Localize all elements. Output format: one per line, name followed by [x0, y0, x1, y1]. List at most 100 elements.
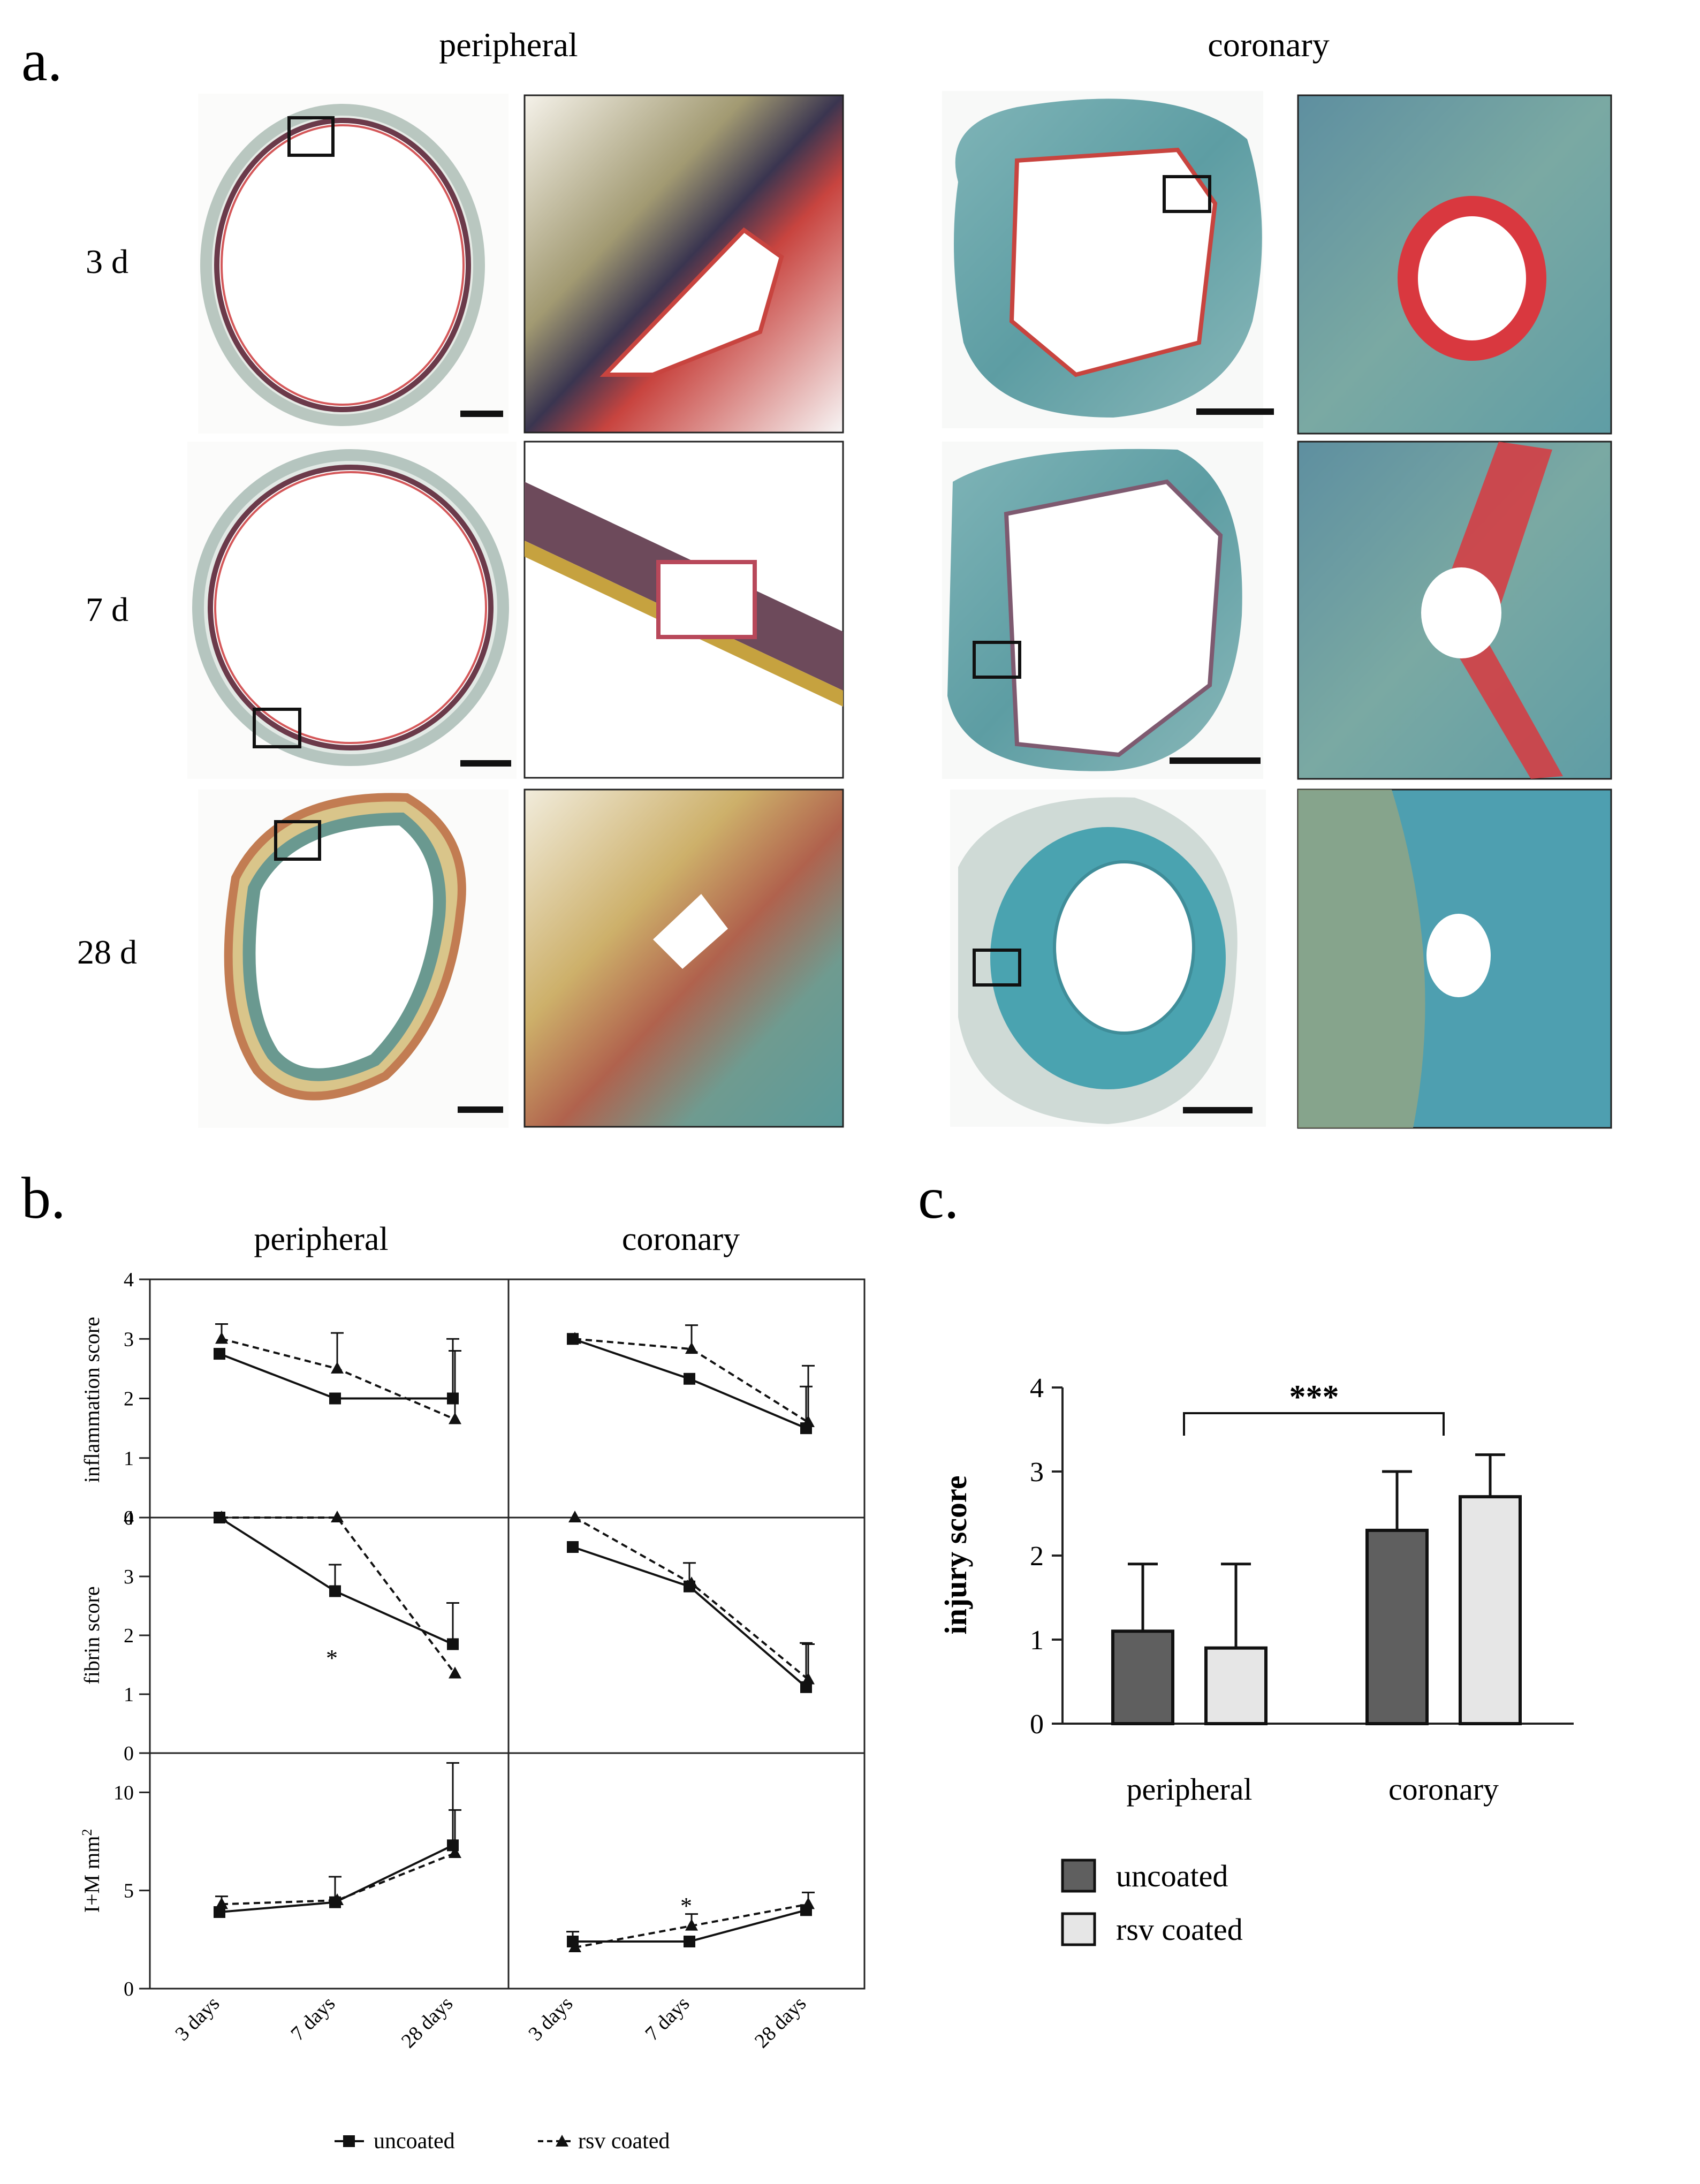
series-rsv-coated-coronary-2: [568, 1891, 815, 1952]
y-tick-label: 0: [124, 1978, 134, 2000]
panel-c-ylabel: injury score: [938, 1476, 973, 1635]
data-point: [331, 1511, 344, 1522]
zoom-coronary-7d: [1297, 441, 1612, 780]
legend-rsv-label: rsv coated: [1116, 1912, 1243, 1947]
bar: [1365, 1528, 1429, 1725]
significance-star-im-coronary: *: [680, 1893, 692, 1919]
data-point: [447, 1839, 459, 1852]
series-line: [574, 1338, 809, 1423]
roi-box: [274, 820, 321, 861]
significance-star-fibrin-peripheral: *: [326, 1645, 338, 1671]
series-uncoated-coronary-1: [567, 1541, 813, 1693]
panel-a-header-coronary: coronary: [1208, 26, 1329, 64]
series-rsv-coated-coronary-0: [568, 1324, 815, 1427]
series-rsv-coated-coronary-1: [568, 1511, 815, 1685]
y-tick-label: 10: [113, 1781, 134, 1804]
x-tick-28days-peripheral: 28 days: [397, 1992, 458, 2053]
y-tick-label: 4: [124, 1269, 134, 1291]
data-point: [685, 1576, 698, 1589]
panel-c-xlabel-coronary: coronary: [1388, 1772, 1499, 1807]
y-tick-label: 5: [124, 1880, 134, 1902]
scale-bar: [1183, 1107, 1253, 1113]
data-point: [568, 1511, 581, 1522]
y-tick-label: 4: [1030, 1373, 1044, 1404]
data-point: [567, 1541, 579, 1553]
y-tick-label: 4: [124, 1507, 134, 1529]
zoom-peripheral-7d: [523, 441, 844, 779]
bar: [1204, 1646, 1268, 1725]
panel-a-header-peripheral: peripheral: [439, 26, 578, 64]
data-point: [215, 1332, 228, 1344]
panel-a-label: a.: [21, 28, 62, 93]
data-point: [449, 1666, 461, 1679]
x-tick-3days-peripheral: 3 days: [171, 1992, 224, 2045]
panel-b: b. peripheral coronary inflammation scor…: [21, 1165, 866, 2153]
x-tick-3days-coronary: 3 days: [524, 1992, 577, 2045]
ylabel-im: I+M mm2: [79, 1829, 104, 1913]
data-point: [685, 1918, 698, 1931]
series-rsv-coated-peripheral-2: [215, 1809, 461, 1909]
x-tick-7days-peripheral: 7 days: [286, 1992, 339, 2045]
micrograph-peripheral-3d: [198, 94, 509, 434]
series-uncoated-peripheral-2: [214, 1762, 459, 1918]
data-point: [215, 1511, 228, 1522]
panel-c-legend: uncoated rsv coated: [1061, 1859, 1243, 1947]
bar: [1459, 1495, 1522, 1726]
data-point: [684, 1936, 695, 1947]
roi-box: [1163, 175, 1211, 213]
y-tick-label: 2: [1030, 1541, 1044, 1572]
y-tick-label: 3: [124, 1566, 134, 1588]
y-tick-label: 2: [124, 1388, 134, 1410]
data-point: [802, 1415, 815, 1427]
micrograph-coronary-7d: [942, 442, 1263, 779]
y-tick-label: 0: [1030, 1709, 1044, 1740]
panel-a-row-3d: 3 d: [86, 242, 128, 280]
data-point: [447, 1392, 459, 1405]
scale-bar: [460, 411, 503, 417]
panel-a: a. peripheral coronary 3 d 7 d 28 d: [21, 26, 1612, 1129]
micrograph-peripheral-7d: [187, 442, 517, 779]
zoom-peripheral-28d: [523, 788, 844, 1128]
panel-c: c. injury score 0 1 2 3 4 peripheral coronar…: [918, 1165, 1574, 1947]
bar-rsv-coated-peripheral: [1204, 1563, 1268, 1725]
bar-rsv-coated-coronary: [1459, 1453, 1522, 1726]
data-point: [331, 1361, 344, 1374]
data-point: [215, 1897, 228, 1909]
data-point: [568, 1940, 581, 1952]
y-tick-label: 3: [1030, 1457, 1044, 1488]
scale-bar: [1196, 408, 1274, 415]
panel-b-frames: [149, 1278, 866, 1990]
y-tick-label: 1: [1030, 1625, 1044, 1656]
panel-a-row-7d: 7 d: [86, 590, 128, 628]
zoom-coronary-28d: [1297, 788, 1612, 1129]
series-uncoated-peripheral-1: [214, 1512, 459, 1650]
scale-bar: [1170, 757, 1261, 764]
roi-box: [973, 949, 1021, 987]
data-point: [329, 1392, 341, 1405]
data-point: [684, 1372, 695, 1385]
bar-uncoated-coronary: [1365, 1470, 1429, 1725]
bar-uncoated-peripheral: [1111, 1563, 1174, 1726]
legend-uncoated-swatch: [1061, 1859, 1096, 1893]
panel-b-label: b.: [21, 1165, 66, 1231]
data-point: [685, 1342, 698, 1354]
data-point: [329, 1585, 341, 1597]
series-line: [222, 1516, 456, 1674]
data-point: [802, 1897, 815, 1909]
x-tick-labels: 3 days 7 days 28 days 3 days 7 days 28 d…: [171, 1992, 810, 2053]
data-point: [802, 1672, 815, 1685]
micrograph-coronary-3d: [942, 91, 1274, 428]
data-point: [449, 1846, 461, 1858]
series-rsv-coated-peripheral-1: [215, 1511, 461, 1679]
significance-stars: ***: [1289, 1379, 1339, 1415]
series-line: [221, 1338, 456, 1421]
zoom-peripheral-3d: [523, 94, 844, 434]
ylabel-im-sup: 2: [79, 1829, 95, 1836]
series-line: [574, 1516, 809, 1681]
data-point: [214, 1348, 225, 1360]
panel-c-bars: [1111, 1453, 1522, 1726]
data-point: [449, 1412, 461, 1424]
legend-rsv-swatch: [1061, 1912, 1096, 1946]
panel-b-legend: uncoated rsv coated: [335, 2129, 670, 2153]
